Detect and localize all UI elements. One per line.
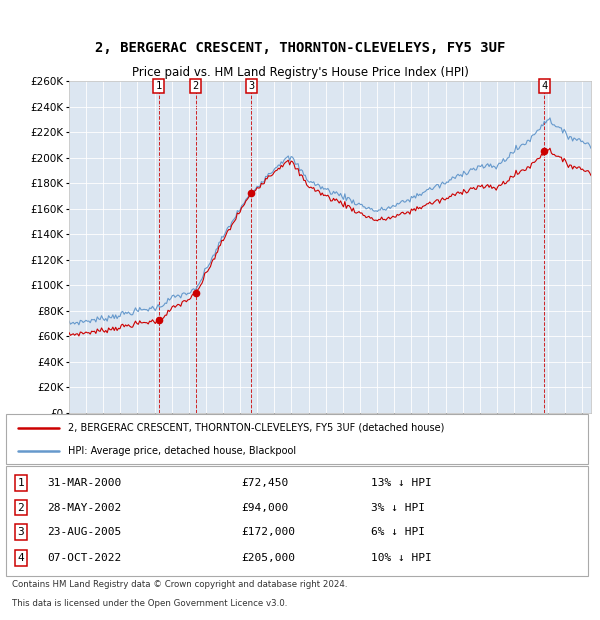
Text: 07-OCT-2022: 07-OCT-2022 [47, 553, 121, 563]
Text: 4: 4 [541, 81, 547, 91]
Text: 3% ↓ HPI: 3% ↓ HPI [371, 503, 425, 513]
Text: £172,000: £172,000 [241, 527, 295, 537]
Text: 1: 1 [156, 81, 162, 91]
Text: £72,450: £72,450 [241, 478, 289, 488]
Text: 2, BERGERAC CRESCENT, THORNTON-CLEVELEYS, FY5 3UF (detached house): 2, BERGERAC CRESCENT, THORNTON-CLEVELEYS… [68, 423, 444, 433]
Text: £205,000: £205,000 [241, 553, 295, 563]
Text: 2: 2 [193, 81, 199, 91]
Text: 4: 4 [17, 553, 24, 563]
Text: £94,000: £94,000 [241, 503, 289, 513]
Text: 6% ↓ HPI: 6% ↓ HPI [371, 527, 425, 537]
Text: 3: 3 [248, 81, 254, 91]
Text: 1: 1 [17, 478, 24, 488]
Text: This data is licensed under the Open Government Licence v3.0.: This data is licensed under the Open Gov… [12, 598, 287, 608]
Text: HPI: Average price, detached house, Blackpool: HPI: Average price, detached house, Blac… [68, 446, 296, 456]
Text: 31-MAR-2000: 31-MAR-2000 [47, 478, 121, 488]
Text: 2, BERGERAC CRESCENT, THORNTON-CLEVELEYS, FY5 3UF: 2, BERGERAC CRESCENT, THORNTON-CLEVELEYS… [95, 41, 505, 55]
Text: 10% ↓ HPI: 10% ↓ HPI [371, 553, 431, 563]
Text: 23-AUG-2005: 23-AUG-2005 [47, 527, 121, 537]
Text: Price paid vs. HM Land Registry's House Price Index (HPI): Price paid vs. HM Land Registry's House … [131, 66, 469, 79]
Text: 13% ↓ HPI: 13% ↓ HPI [371, 478, 431, 488]
Text: Contains HM Land Registry data © Crown copyright and database right 2024.: Contains HM Land Registry data © Crown c… [12, 580, 347, 590]
Text: 28-MAY-2002: 28-MAY-2002 [47, 503, 121, 513]
Text: 2: 2 [17, 503, 24, 513]
Text: 3: 3 [17, 527, 24, 537]
